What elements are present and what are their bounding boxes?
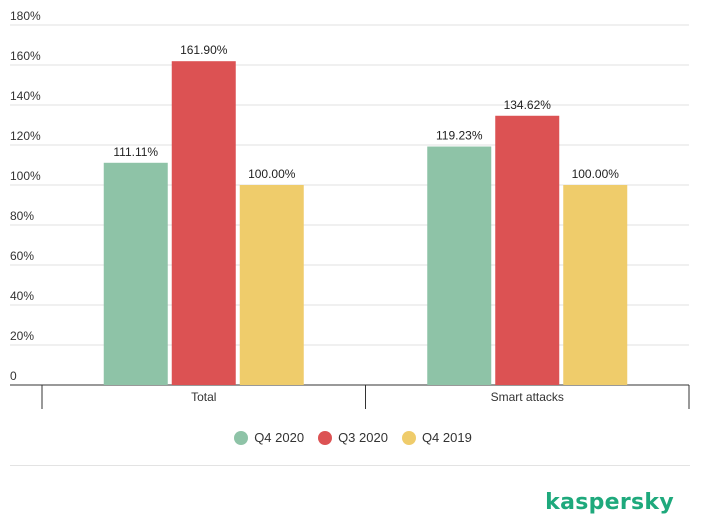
y-tick-label: 180%	[10, 9, 41, 23]
data-label: 119.23%	[436, 129, 483, 143]
legend-label: Q3 2020	[338, 430, 388, 445]
data-label: 100.00%	[248, 167, 296, 181]
legend-swatch	[318, 430, 333, 445]
data-label: 100.00%	[572, 167, 620, 181]
data-label: 111.11%	[113, 145, 158, 159]
legend-swatch	[234, 430, 249, 445]
bar	[563, 185, 628, 385]
legend: Q4 2020 Q3 2020 Q4 2019	[0, 430, 706, 445]
bar	[103, 162, 168, 385]
x-tick-label: Total	[191, 390, 216, 404]
bar	[427, 146, 492, 385]
y-tick-label: 40%	[10, 289, 34, 303]
data-labels: 111.11% 161.90% 100.00% 119.23% 134.62% 100.0…	[113, 43, 619, 181]
y-tick-label: 140%	[10, 89, 41, 103]
y-tick-label: 160%	[10, 49, 41, 63]
y-tick-label: 60%	[10, 249, 34, 263]
bar	[239, 185, 304, 385]
bars	[103, 61, 628, 385]
legend-item: Q4 2019	[401, 430, 472, 445]
x-axis: Total Smart attacks	[41, 385, 690, 409]
kaspersky-logo: kaspersky	[545, 490, 674, 515]
y-tick-label: 20%	[10, 329, 34, 343]
data-label: 161.90%	[180, 43, 228, 57]
y-tick-label: 100%	[10, 169, 41, 183]
y-tick-label: 0	[10, 369, 17, 383]
x-tick-label: Smart attacks	[491, 390, 564, 404]
y-tick-label: 80%	[10, 209, 34, 223]
legend-item: Q4 2020	[234, 430, 304, 445]
bar	[495, 115, 560, 385]
legend-label: Q4 2020	[254, 430, 305, 445]
legend-label: Q4 2019	[421, 430, 472, 445]
y-axis-ticks: 0 20% 40% 60% 80% 100% 120% 140% 160% 180%	[10, 9, 41, 383]
legend-swatch	[401, 430, 416, 445]
divider	[10, 465, 690, 466]
bar	[171, 61, 236, 385]
bar-chart: 0 20% 40% 60% 80% 100% 120% 140% 160% 180% 111.11…	[10, 9, 690, 409]
legend-item: Q3 2020	[318, 430, 388, 445]
y-tick-label: 120%	[10, 129, 41, 143]
data-label: 134.62%	[504, 98, 552, 112]
